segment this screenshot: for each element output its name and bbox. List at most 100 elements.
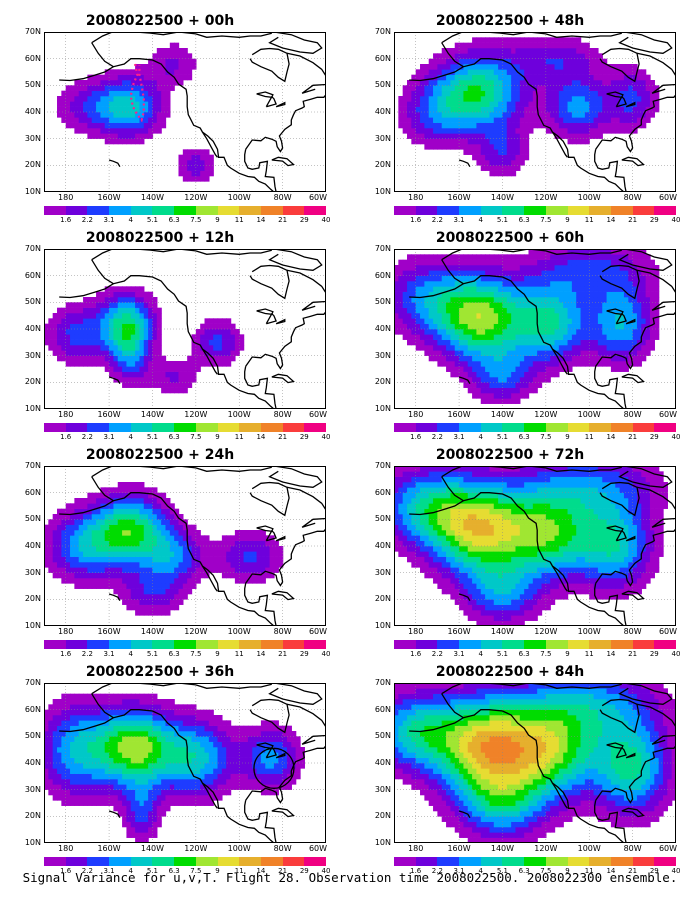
lon-tick-label: 180 xyxy=(408,844,424,853)
colorbar-label: 6.3 xyxy=(518,216,530,224)
latitude-axis: 70N 60N 50N 40N 30N 20N 10N xyxy=(360,678,394,847)
panel-title: 2008022500 + 00h xyxy=(85,13,235,29)
panel-title: 2008022500 + 72h xyxy=(435,447,585,463)
colorbar-label: 40 xyxy=(321,433,331,441)
latitude-axis: 70N 60N 50N 40N 30N 20N 10N xyxy=(360,244,394,413)
graticule xyxy=(44,683,326,843)
lat-tick-label: 20N xyxy=(374,594,391,604)
colorbar-label: 40 xyxy=(671,867,681,875)
lat-tick-label: 10N xyxy=(24,838,41,847)
longitude-axis: 180 160W 140W 120W 100W 80W 60W xyxy=(394,844,678,856)
lon-tick-label: 60W xyxy=(658,844,678,853)
colorbar-label: 7.5 xyxy=(190,867,202,875)
colorbar-label: 7.5 xyxy=(190,433,202,441)
longitude-axis: 180 160W 140W 120W 100W 80W 60W xyxy=(394,193,677,205)
lat-tick-label: 70N xyxy=(24,27,41,36)
lon-tick-label: 100W xyxy=(227,193,251,202)
lat-tick-label: 20N xyxy=(374,377,391,387)
lat-tick-label: 10N xyxy=(24,187,41,196)
lon-tick-label: 180 xyxy=(408,410,424,419)
map-panel: 2008022500 + 60h 70N 60N 50N 40N 30N 20N 10N 180… xyxy=(360,227,681,443)
lon-tick-label: 160W xyxy=(447,193,471,202)
lon-tick-label: 80W xyxy=(623,844,642,853)
colorbar-swatch xyxy=(217,423,240,432)
colorbar-label: 9 xyxy=(215,216,220,224)
lon-tick-label: 180 xyxy=(58,627,74,636)
map-panel: 2008022500 + 72h 70N 60N 50N 40N 30N 20N 10N 180… xyxy=(360,444,681,660)
lon-tick-label: 180 xyxy=(58,193,74,202)
colorbar-swatch xyxy=(589,857,611,866)
variance-map xyxy=(44,32,326,192)
panel-title: 2008022500 + 24h xyxy=(85,447,235,463)
variance-field xyxy=(44,286,245,394)
colorbar-swatch xyxy=(44,423,66,432)
lat-tick-label: 40N xyxy=(24,324,41,333)
colorbar-label: 2.2 xyxy=(431,650,443,658)
lon-tick-label: 100W xyxy=(577,193,601,202)
colorbar-swatch xyxy=(654,423,676,432)
colorbar-swatch xyxy=(654,206,676,215)
graticule xyxy=(394,683,676,843)
colorbar-swatch xyxy=(480,423,503,432)
colorbar-labels: 1.6 2.2 3.1 4 5.1 6.3 7.5 9 11 14 21 29 40 xyxy=(44,650,330,660)
colorbar-swatch xyxy=(130,206,153,215)
colorbar-label: 2.2 xyxy=(81,867,93,875)
map-panel: 2008022500 + 00h 70N 60N 50N 40N 30N 20N 10N 180… xyxy=(10,10,331,226)
colorbar-swatch xyxy=(282,857,305,866)
lon-tick-label: 160W xyxy=(447,627,471,636)
colorbar-label: 2.2 xyxy=(81,433,93,441)
colorbar-swatch xyxy=(109,640,131,649)
colorbar-label: 14 xyxy=(256,867,266,875)
variance-map xyxy=(394,683,676,843)
colorbar-label: 7.5 xyxy=(540,867,552,875)
colorbar-swatch xyxy=(632,206,655,215)
lat-tick-label: 60N xyxy=(24,487,41,497)
lat-tick-label: 20N xyxy=(374,811,391,821)
lon-tick-label: 140W xyxy=(140,410,165,419)
colorbar-label: 40 xyxy=(671,650,681,658)
colorbar-swatch xyxy=(589,206,611,215)
latitude-axis: 70N 60N 50N 40N 30N 20N 10N xyxy=(10,244,44,413)
colorbar-label: 14 xyxy=(256,216,266,224)
variance-field xyxy=(44,482,284,616)
lat-tick-label: 10N xyxy=(374,187,391,196)
colorbar-label: 6.3 xyxy=(168,867,180,875)
lon-tick-label: 180 xyxy=(408,627,424,636)
graticule xyxy=(394,466,676,626)
colorbar-swatch xyxy=(174,206,196,215)
colorbar-label: 40 xyxy=(321,867,331,875)
map-panel: 2008022500 + 36h 70N 60N 50N 40N 30N 20N 10N 180… xyxy=(10,661,331,877)
colorbar-labels: 1.6 2.2 3.1 4 5.1 6.3 7.5 9 11 14 21 29 40 xyxy=(394,433,680,443)
latitude-axis: 70N 60N 50N 40N 30N 20N 10N xyxy=(10,678,44,847)
colorbar-swatch xyxy=(480,857,503,866)
lon-tick-label: 60W xyxy=(308,410,328,419)
lat-tick-label: 70N xyxy=(24,244,41,253)
lat-tick-label: 30N xyxy=(374,567,391,577)
colorbar-swatch xyxy=(65,206,88,215)
latitude-axis: 70N 60N 50N 40N 30N 20N 10N xyxy=(10,27,44,196)
lon-tick-label: 140W xyxy=(490,410,515,419)
colorbar-swatch xyxy=(109,206,131,215)
colorbar-label: 14 xyxy=(606,216,616,224)
lat-tick-label: 20N xyxy=(374,160,391,170)
lon-tick-label: 80W xyxy=(623,410,642,419)
longitude-axis: 180 160W 140W 120W 100W 80W 60W xyxy=(44,410,328,422)
colorbar-label: 21 xyxy=(628,216,638,224)
lon-tick-label: 140W xyxy=(490,193,515,202)
colorbar-label: 9 xyxy=(565,216,570,224)
colorbar-swatch xyxy=(545,857,568,866)
colorbar-swatch xyxy=(195,640,218,649)
lon-tick-label: 120W xyxy=(184,844,208,853)
variance-field xyxy=(398,37,660,177)
colorbar-swatch xyxy=(459,857,481,866)
colorbar-swatch xyxy=(567,423,590,432)
colorbar-swatch xyxy=(130,423,153,432)
colorbar-swatch xyxy=(65,640,88,649)
colorbar-swatch xyxy=(260,857,283,866)
colorbar-swatch xyxy=(480,206,503,215)
colorbar-label: 6.3 xyxy=(168,216,180,224)
lat-tick-label: 40N xyxy=(374,324,391,333)
latitude-axis: 70N 60N 50N 40N 30N 20N 10N xyxy=(360,461,394,630)
colorbar-label: 9 xyxy=(215,433,220,441)
colorbar-swatch xyxy=(415,857,438,866)
